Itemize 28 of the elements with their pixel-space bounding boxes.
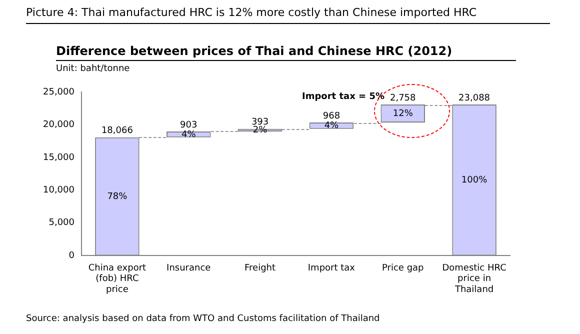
data-label: 903 xyxy=(180,120,198,130)
x-tick-label: China export (fob) HRC price xyxy=(88,263,147,295)
y-tick-label: 25,000 xyxy=(42,87,75,98)
annotation: Import tax = 5% xyxy=(302,92,384,102)
annotation: 4% xyxy=(324,121,340,132)
annotation: 2% xyxy=(252,126,268,136)
annotation: 4% xyxy=(181,130,196,140)
x-tick-label: Insurance xyxy=(166,263,212,274)
y-tick-label: 0 xyxy=(68,250,75,261)
data-label: 18,066 xyxy=(101,126,134,136)
source-note: Source: analysis based on data from WTO and Customs facilitation of Thailand xyxy=(26,314,380,324)
annotation: 78% xyxy=(107,192,128,202)
chart-title: Picture 4: Thai manufactured HRC is 12% more costly than Chinese imported HRC xyxy=(26,6,550,24)
y-tick-label: 15,000 xyxy=(42,152,75,163)
x-tick-label: Freight xyxy=(244,263,276,274)
y-tick-label: 5,000 xyxy=(48,218,75,228)
y-tick-label: 10,000 xyxy=(42,186,75,196)
data-label: 23,088 xyxy=(458,93,490,104)
x-tick-label: Price gap xyxy=(382,263,424,274)
chart-subtitle: Difference between prices of Thai and Chinese HRC (2012) xyxy=(56,44,516,61)
annotation: 12% xyxy=(392,108,414,119)
y-axis-title: Unit: baht/tonne xyxy=(56,64,130,74)
x-tick-label: Domestic HRC price in Thailand xyxy=(442,263,506,295)
data-label: 2,758 xyxy=(390,93,416,104)
y-tick-label: 20,000 xyxy=(42,120,75,130)
data-label: 968 xyxy=(322,111,340,122)
x-tick-label: Import tax xyxy=(308,263,356,274)
annotation: 100% xyxy=(461,175,488,186)
